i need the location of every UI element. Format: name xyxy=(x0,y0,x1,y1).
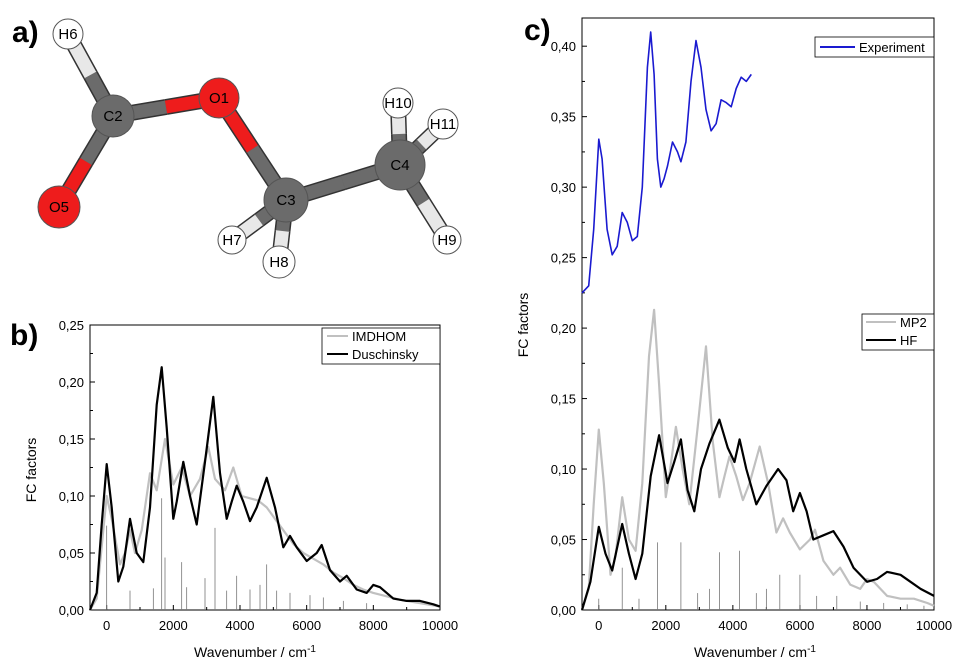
atom-c4: C4 xyxy=(374,139,426,191)
chart-c-xtick-label: 6000 xyxy=(785,618,814,633)
chart-c-lines xyxy=(580,31,935,611)
legend-text-experiment: Experiment xyxy=(859,40,925,55)
chart-b-lines xyxy=(88,366,441,611)
atom-c2: C2 xyxy=(91,94,135,138)
chart-c-ylabel: FC factors xyxy=(515,293,531,358)
chart-b-series-imdhom xyxy=(89,437,441,611)
chart-c-ytick-label: 0,30 xyxy=(551,180,576,195)
chart-c-legend-experiment: Experiment xyxy=(814,36,935,58)
chart-c-xtick-label: 4000 xyxy=(718,618,747,633)
atom-c2-sphere xyxy=(91,94,135,138)
atom-o1: O1 xyxy=(198,77,240,119)
chart-c-ytick-label: 0,40 xyxy=(551,39,576,54)
chart-c-ytick-label: 0,35 xyxy=(551,110,576,125)
chart-b-series-duschinsky xyxy=(88,366,441,611)
atom-label: H8 xyxy=(269,254,288,271)
chart-c-series-mp2 xyxy=(580,308,935,611)
chart-c-xtick-label: 0 xyxy=(595,618,602,633)
atom-label: C4 xyxy=(390,157,409,174)
atom-h7-sphere xyxy=(217,225,247,255)
chart-b-ytick-label: 0,15 xyxy=(59,432,84,447)
chart-b-xtick-label: 4000 xyxy=(226,618,255,633)
chart-b-xlabel: Wavenumber / cm-1 xyxy=(194,644,316,659)
chart-b-ytick-label: 0,10 xyxy=(59,489,84,504)
chart-b-xtick-label: 2000 xyxy=(159,618,188,633)
legend-text-hf: HF xyxy=(900,333,917,348)
atom-h7: H7 xyxy=(217,225,247,255)
atom-h8: H8 xyxy=(262,245,296,279)
atom-h6-sphere xyxy=(52,18,84,50)
atom-label: O1 xyxy=(209,90,229,107)
atom-c3-sphere xyxy=(263,177,309,223)
atom-h6: H6 xyxy=(52,18,84,50)
atom-h8-sphere xyxy=(262,245,296,279)
chart-c-xtick-label: 8000 xyxy=(852,618,881,633)
chart-b: 0 2000 4000 6000 8000 10000 0,00 0,05 0,10 0,15 0,… xyxy=(23,318,458,659)
legend-text-duschinsky: Duschinsky xyxy=(352,347,419,362)
panel-label-c: c) xyxy=(524,14,551,47)
chart-c-series-experiment xyxy=(581,31,752,294)
chart-b-ytick-label: 0,00 xyxy=(59,603,84,618)
chart-c-ticks: 0 2000 4000 6000 8000 10000 0,00 0,05 0,10 0,15 0,… xyxy=(551,39,952,633)
chart-c-xtick-label: 2000 xyxy=(651,618,680,633)
chart-c-legend-theory: MP2 HF xyxy=(861,313,935,351)
chart-b-ytick-label: 0,25 xyxy=(59,318,84,333)
chart-c-xlabel-sup: -1 xyxy=(807,644,816,655)
atom-h9: H9 xyxy=(432,225,462,255)
atom-h11: H11 xyxy=(427,108,459,140)
chart-b-xlabel-sup: -1 xyxy=(307,644,316,655)
atom-h11-sphere xyxy=(427,108,459,140)
chart-c-legend-theory-box xyxy=(861,313,935,351)
atom-label: H9 xyxy=(437,232,456,249)
chart-b-ylabel: FC factors xyxy=(23,438,39,503)
molecule-structure: H6 C2 O1 O5 C3 C4 H10 H11 H7 H8 H9 xyxy=(37,18,462,279)
atom-h10: H10 xyxy=(382,87,414,119)
chart-b-frame xyxy=(89,324,441,611)
chart-b-legend: IMDHOM Duschinsky xyxy=(321,327,441,365)
chart-b-ticks: 0 2000 4000 6000 8000 10000 0,00 0,05 0,10 0,15 0,… xyxy=(59,318,458,633)
atom-label: C3 xyxy=(276,192,295,209)
chart-c-ytick-label: 0,10 xyxy=(551,462,576,477)
atom-h10-sphere xyxy=(382,87,414,119)
chart-c-ytick-label: 0,05 xyxy=(551,533,576,548)
chart-c: 0 2000 4000 6000 8000 10000 0,00 0,05 0,10 0,15 0,… xyxy=(515,17,952,659)
atom-o5: O5 xyxy=(37,185,81,229)
chart-b-legend-box xyxy=(321,327,441,365)
atom-label: O5 xyxy=(49,199,69,216)
atom-h9-sphere xyxy=(432,225,462,255)
chart-c-ytick-label: 0,20 xyxy=(551,321,576,336)
atom-label: H6 xyxy=(58,26,77,43)
atom-c4-sphere xyxy=(374,139,426,191)
panel-label-a: a) xyxy=(12,16,39,49)
atom-label: H11 xyxy=(430,116,456,133)
chart-b-sticks xyxy=(106,498,368,610)
chart-c-legend-experiment-box xyxy=(814,36,935,58)
legend-text-imdhom: IMDHOM xyxy=(352,329,406,344)
chart-b-ytick-label: 0,05 xyxy=(59,546,84,561)
chart-c-ytick-label: 0,00 xyxy=(551,603,576,618)
chart-c-ytick-label: 0,15 xyxy=(551,392,576,407)
chart-b-ytick-label: 0,20 xyxy=(59,375,84,390)
atom-label: H7 xyxy=(222,232,241,249)
atom-label: C2 xyxy=(103,108,122,125)
chart-c-ytick-label: 0,25 xyxy=(551,251,576,266)
chart-c-xlabel: Wavenumber / cm-1 xyxy=(694,644,816,659)
atom-o1-sphere xyxy=(198,77,240,119)
legend-text-mp2: MP2 xyxy=(900,315,927,330)
atom-c3: C3 xyxy=(263,177,309,223)
chart-c-sticks xyxy=(598,542,925,610)
atom-o5-sphere xyxy=(37,185,81,229)
chart-b-xtick-label: 0 xyxy=(103,618,110,633)
panel-label-b: b) xyxy=(10,319,38,352)
chart-b-xtick-label: 8000 xyxy=(359,618,388,633)
chart-b-xtick-label: 10000 xyxy=(422,618,458,633)
chart-b-xtick-label: 6000 xyxy=(292,618,321,633)
chart-c-xtick-label: 10000 xyxy=(916,618,952,633)
atom-label: H10 xyxy=(384,95,412,112)
chart-c-series-hf xyxy=(580,418,935,611)
